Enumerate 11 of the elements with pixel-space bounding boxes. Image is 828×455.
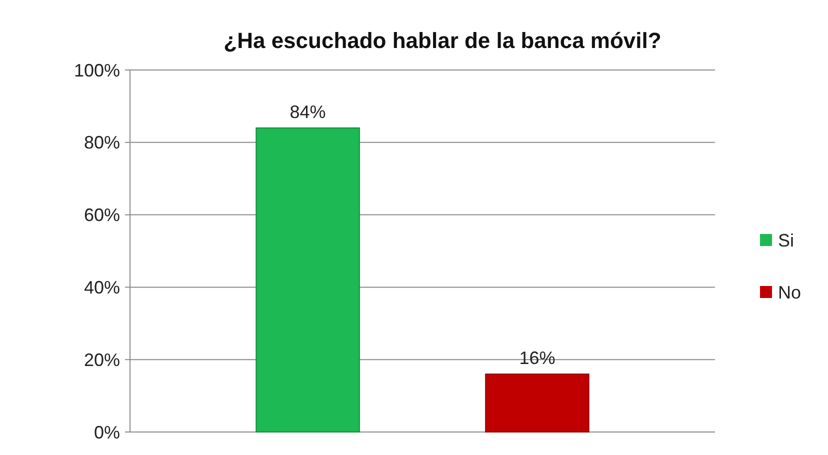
data-label: 16% — [519, 348, 556, 368]
chart-title: ¿Ha escuchado hablar de la banca móvil? — [224, 28, 662, 53]
legend-label: No — [778, 282, 802, 302]
y-tick-label: 20% — [84, 350, 120, 370]
y-tick-label: 80% — [84, 132, 120, 153]
y-tick-label: 40% — [84, 278, 120, 298]
y-tick-label: 60% — [84, 205, 120, 226]
data-label: 84% — [290, 102, 326, 122]
legend-label: Si — [778, 230, 794, 250]
y-tick-label: 100% — [74, 60, 120, 80]
y-tick-label: 0% — [94, 422, 120, 442]
